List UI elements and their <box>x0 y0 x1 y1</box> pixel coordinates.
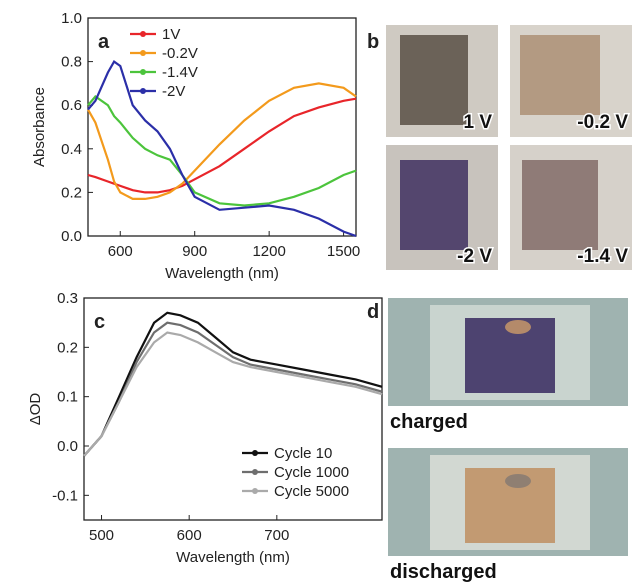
photo-label: -2 V <box>457 246 492 267</box>
x-tick-label: 600 <box>177 527 202 544</box>
y-tick-label: 0.2 <box>57 339 78 356</box>
legend-marker <box>140 50 146 56</box>
legend-label: -0.2V <box>162 45 198 62</box>
spot <box>505 474 531 488</box>
film <box>520 35 600 115</box>
y-tick-label: 0.1 <box>57 389 78 406</box>
x-axis-title: Wavelength (nm) <box>165 265 279 282</box>
film <box>400 35 468 125</box>
legend-label: -2V <box>162 83 185 100</box>
series-line <box>83 311 383 457</box>
x-tick-label: 600 <box>108 243 133 260</box>
y-tick-label: 0.6 <box>61 97 82 114</box>
legend-marker <box>140 88 146 94</box>
x-tick-label: 1200 <box>252 243 285 260</box>
photo-label: -1.4 V <box>577 246 628 267</box>
legend-label: Cycle 5000 <box>274 483 349 500</box>
series-line <box>87 97 357 194</box>
y-axis-title: ΔOD <box>27 393 44 426</box>
x-tick-label: 700 <box>264 527 289 544</box>
spot <box>505 320 531 334</box>
panel-label: b <box>367 31 379 53</box>
legend-marker <box>252 450 258 456</box>
legend-marker <box>140 69 146 75</box>
x-tick-label: 900 <box>182 243 207 260</box>
panel-label: a <box>98 31 110 53</box>
y-tick-label: 0.0 <box>61 228 82 245</box>
panel-label: d <box>367 301 379 323</box>
series-line <box>87 95 357 207</box>
caption: discharged <box>390 561 497 583</box>
panel-label: c <box>94 311 105 333</box>
photo-grid <box>386 25 632 270</box>
x-tick-label: 500 <box>89 527 114 544</box>
y-tick-label: 1.0 <box>61 10 82 27</box>
y-tick-label: -0.1 <box>52 487 78 504</box>
y-tick-label: 0.2 <box>61 184 82 201</box>
plot-frame <box>87 17 357 237</box>
legend-label: -1.4V <box>162 64 198 81</box>
series-line <box>83 331 383 457</box>
legend-label: 1V <box>162 26 180 43</box>
plot-frame <box>83 297 383 521</box>
x-axis-title: Wavelength (nm) <box>176 549 290 566</box>
caption: charged <box>390 411 468 433</box>
legend-marker <box>140 31 146 37</box>
legend-label: Cycle 1000 <box>274 464 349 481</box>
film <box>522 160 598 250</box>
y-tick-label: 0.8 <box>61 54 82 71</box>
photo-label: 1 V <box>463 112 492 133</box>
y-tick-label: 0.3 <box>57 290 78 307</box>
x-tick-label: 1500 <box>327 243 360 260</box>
series-line <box>83 321 383 457</box>
legend-marker <box>252 488 258 494</box>
y-tick-label: 0.4 <box>61 141 82 158</box>
legend-marker <box>252 469 258 475</box>
series-line <box>87 82 357 200</box>
film <box>400 160 468 250</box>
y-axis-title: Absorbance <box>31 87 48 167</box>
legend-label: Cycle 10 <box>274 445 332 462</box>
series-line <box>87 59 357 238</box>
photo-label: -0.2 V <box>577 112 628 133</box>
y-tick-label: 0.0 <box>57 438 78 455</box>
